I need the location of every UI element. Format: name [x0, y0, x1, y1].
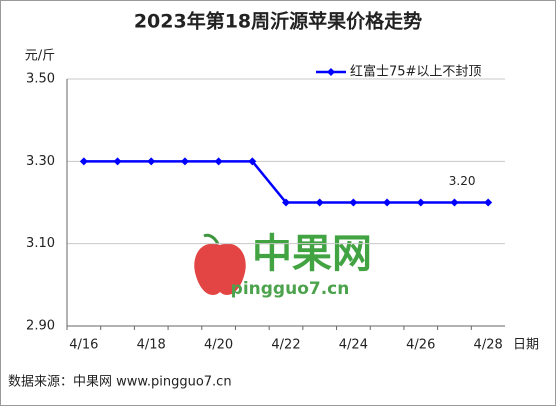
marker: [383, 198, 392, 207]
watermark-text: 中果网: [252, 231, 372, 277]
source: 数据来源：中果网 www.pingguo7.cn: [8, 375, 232, 390]
x-tick-label: 4/26: [406, 338, 435, 353]
data-label: 3.20: [449, 174, 476, 188]
marker: [214, 157, 223, 166]
legend-label: 红富士75#以上不封顶: [350, 64, 481, 80]
y-tick-label: 3.10: [26, 236, 55, 251]
marker: [113, 157, 122, 166]
y-tick-label: 3.50: [26, 72, 55, 87]
marker: [79, 157, 88, 166]
x-tick-label: 4/22: [271, 338, 300, 353]
marker: [315, 198, 324, 207]
marker: [147, 157, 156, 166]
chart-title: 2023年第18周沂源苹果价格走势: [134, 10, 422, 33]
marker: [349, 198, 358, 207]
marker: [282, 198, 290, 207]
y-tick-label: 2.90: [26, 319, 55, 334]
x-axis-label: 日期: [513, 338, 539, 353]
marker: [416, 198, 425, 207]
x-tick-label: 4/24: [339, 338, 368, 353]
x-tick-label: 4/28: [474, 338, 503, 353]
watermark-apple: [194, 243, 246, 295]
watermark-stem: [203, 233, 220, 245]
legend-marker: [327, 68, 335, 76]
marker: [450, 198, 459, 207]
marker: [180, 157, 189, 166]
y-axis-label: 元/斤: [25, 49, 55, 64]
watermark-url: pingguo7.cn: [231, 279, 350, 299]
watermark: 中果网 pingguo7.cn: [194, 231, 372, 299]
marker: [248, 157, 257, 166]
y-tick-label: 3.30: [26, 154, 55, 169]
marker: [484, 198, 493, 207]
x-tick-label: 4/16: [69, 338, 98, 353]
x-tick-label: 4/20: [204, 338, 233, 353]
x-tick-label: 4/18: [137, 338, 166, 353]
